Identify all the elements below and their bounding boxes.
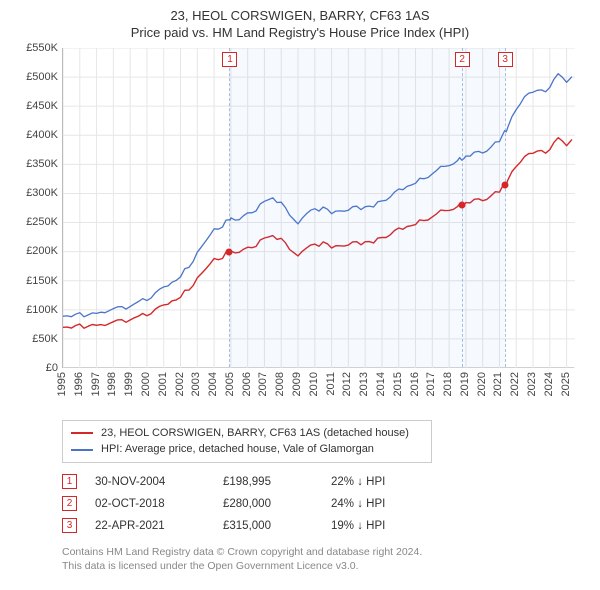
y-tick-label: £550K xyxy=(26,42,58,54)
legend-swatch xyxy=(71,449,93,451)
x-tick-label: 2022 xyxy=(509,372,521,396)
sale-marker-dot xyxy=(458,201,465,208)
x-tick-label: 2025 xyxy=(560,372,572,396)
y-tick-label: £300K xyxy=(26,187,58,199)
time-band xyxy=(229,48,461,367)
x-tick-label: 2019 xyxy=(459,372,471,396)
title-address: 23, HEOL CORSWIGEN, BARRY, CF63 1AS xyxy=(14,8,586,25)
x-tick-label: 2011 xyxy=(325,372,337,396)
footer-line1: Contains HM Land Registry data © Crown c… xyxy=(62,545,586,559)
x-tick-label: 2018 xyxy=(442,372,454,396)
y-tick-label: £450K xyxy=(26,100,58,112)
x-tick-label: 2003 xyxy=(190,372,202,396)
sale-row: 1 30-NOV-2004 £198,995 22% ↓ HPI xyxy=(62,471,586,493)
sale-date: 30-NOV-2004 xyxy=(95,476,205,488)
x-tick-label: 2005 xyxy=(224,372,236,396)
plot-region: 1 2 3 xyxy=(62,48,574,368)
sale-date: 22-APR-2021 xyxy=(95,520,205,532)
chart-area: £0£50K£100K£150K£200K£250K£300K£350K£400… xyxy=(14,48,586,414)
sale-vline xyxy=(229,48,230,367)
x-tick-label: 2009 xyxy=(291,372,303,396)
footer-line2: This data is licensed under the Open Gov… xyxy=(62,559,586,573)
x-tick-label: 2004 xyxy=(207,372,219,396)
footer-attribution: Contains HM Land Registry data © Crown c… xyxy=(62,545,586,573)
x-tick-label: 2006 xyxy=(241,372,253,396)
x-tick-label: 1995 xyxy=(56,372,68,396)
y-tick-label: £500K xyxy=(26,71,58,83)
x-tick-label: 2015 xyxy=(392,372,404,396)
x-tick-label: 2008 xyxy=(274,372,286,396)
x-tick-label: 2014 xyxy=(375,372,387,396)
sale-delta-hpi: 22% ↓ HPI xyxy=(331,476,431,488)
sale-marker-label: 2 xyxy=(455,52,470,67)
x-tick-label: 1997 xyxy=(90,372,102,396)
sale-date: 02-OCT-2018 xyxy=(95,498,205,510)
sale-index-box: 3 xyxy=(62,518,77,533)
sale-marker-dot xyxy=(226,249,233,256)
sale-marker-label: 1 xyxy=(222,52,237,67)
legend-swatch xyxy=(71,432,93,434)
x-tick-label: 2020 xyxy=(476,372,488,396)
sale-row: 2 02-OCT-2018 £280,000 24% ↓ HPI xyxy=(62,493,586,515)
x-tick-label: 2024 xyxy=(543,372,555,396)
time-band xyxy=(462,48,505,367)
x-tick-label: 2013 xyxy=(358,372,370,396)
x-tick-label: 2001 xyxy=(157,372,169,396)
legend-label: HPI: Average price, detached house, Vale… xyxy=(101,441,374,458)
x-tick-label: 2002 xyxy=(174,372,186,396)
legend: 23, HEOL CORSWIGEN, BARRY, CF63 1AS (det… xyxy=(62,420,432,463)
x-tick-label: 2007 xyxy=(257,372,269,396)
x-axis: 1995199619971998199920002001200220032004… xyxy=(62,368,574,414)
legend-row: HPI: Average price, detached house, Vale… xyxy=(71,441,423,458)
x-tick-label: 1998 xyxy=(106,372,118,396)
legend-label: 23, HEOL CORSWIGEN, BARRY, CF63 1AS (det… xyxy=(101,425,409,442)
y-tick-label: £150K xyxy=(26,275,58,287)
sale-index-box: 1 xyxy=(62,474,77,489)
title-subtitle: Price paid vs. HM Land Registry's House … xyxy=(14,25,586,42)
y-tick-label: £400K xyxy=(26,129,58,141)
x-tick-label: 2016 xyxy=(409,372,421,396)
sale-price: £315,000 xyxy=(223,520,313,532)
y-tick-label: £250K xyxy=(26,216,58,228)
sale-delta-hpi: 19% ↓ HPI xyxy=(331,520,431,532)
x-tick-label: 1996 xyxy=(73,372,85,396)
sale-delta-hpi: 24% ↓ HPI xyxy=(331,498,431,510)
sale-marker-label: 3 xyxy=(498,52,513,67)
sales-table: 1 30-NOV-2004 £198,995 22% ↓ HPI 2 02-OCT-201… xyxy=(62,471,586,537)
x-tick-label: 2010 xyxy=(308,372,320,396)
x-tick-label: 2012 xyxy=(341,372,353,396)
sale-price: £198,995 xyxy=(223,476,313,488)
sale-marker-dot xyxy=(501,181,508,188)
sale-row: 3 22-APR-2021 £315,000 19% ↓ HPI xyxy=(62,515,586,537)
x-tick-label: 1999 xyxy=(123,372,135,396)
sale-vline xyxy=(505,48,506,367)
chart-container: 23, HEOL CORSWIGEN, BARRY, CF63 1AS Pric… xyxy=(0,0,600,590)
sale-price: £280,000 xyxy=(223,498,313,510)
legend-row: 23, HEOL CORSWIGEN, BARRY, CF63 1AS (det… xyxy=(71,425,423,442)
y-tick-label: £200K xyxy=(26,245,58,257)
x-tick-label: 2021 xyxy=(492,372,504,396)
y-axis: £0£50K£100K£150K£200K£250K£300K£350K£400… xyxy=(14,48,60,368)
x-tick-label: 2000 xyxy=(140,372,152,396)
y-tick-label: £350K xyxy=(26,158,58,170)
title-block: 23, HEOL CORSWIGEN, BARRY, CF63 1AS Pric… xyxy=(14,8,586,42)
y-tick-label: £50K xyxy=(32,333,58,345)
sale-index-box: 2 xyxy=(62,496,77,511)
y-tick-label: £100K xyxy=(26,304,58,316)
x-tick-label: 2023 xyxy=(526,372,538,396)
x-tick-label: 2017 xyxy=(425,372,437,396)
